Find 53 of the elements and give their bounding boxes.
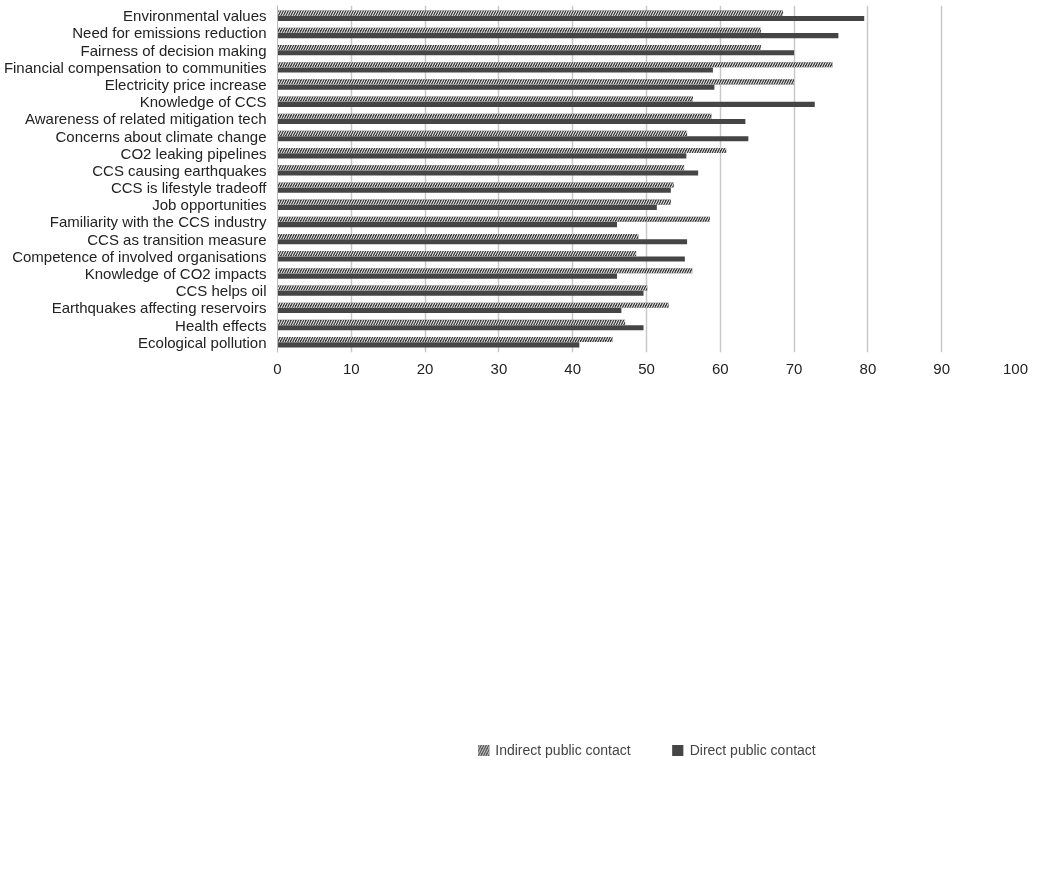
x-tick-label: 0 [273,359,282,377]
legend-label: Indirect public contact [495,742,631,758]
y-tick-label: CO2 leaking pipelines [120,144,267,162]
y-tick-label: CCS is lifestyle tradeoff [110,179,268,197]
x-tick-label: 100 [1002,359,1029,377]
y-tick-label: Familiarity with the CCS industry [49,213,267,231]
bar [277,342,580,348]
bar [277,170,699,176]
bar [277,84,715,90]
bar [277,222,617,228]
x-tick-label: 40 [564,359,582,377]
bar [277,67,713,73]
y-tick-label: Knowledge of CO2 impacts [84,264,267,282]
legend-label: Direct public contact [689,742,816,758]
y-tick-label: Knowledge of CCS [139,93,267,111]
x-tick-label: 80 [859,359,877,377]
y-tick-label: CCS as transition measure [87,230,267,248]
y-tick-label: Fairness of decision making [80,41,267,59]
y-tick-label: Need for emissions reduction [72,24,267,42]
y-tick-label: Environmental values [123,7,267,25]
y-tick-label: CCS helps oil [175,282,267,300]
y-tick-label: Earthquakes affecting reservoirs [51,299,267,317]
bar [277,307,622,314]
y-tick-label: Job opportunities [152,196,267,214]
x-tick-label: 10 [342,359,360,377]
y-tick-label: Ecological pollution [138,333,267,351]
y-tick-label: Concerns about climate change [55,127,267,145]
y-tick-label: Electricity price increase [104,76,267,94]
x-tick-label: 60 [711,359,729,377]
bar [277,325,644,331]
bar [277,119,746,125]
x-tick-label: 50 [638,359,655,377]
y-tick-label: Financial compensation to communities [3,58,267,76]
bar [277,204,657,210]
bar [277,256,685,262]
y-tick-label: CCS causing earthquakes [92,161,267,179]
bar [277,290,644,296]
bar [277,101,815,107]
y-tick-label: Competence of involved organisations [12,247,267,265]
y-tick-label: Awareness of related mitigation tech [24,110,267,128]
bar [277,50,795,56]
y-tick-label: Health effects [175,316,267,334]
bar [277,33,839,39]
bar [277,153,687,159]
bar [277,239,688,245]
x-tick-label: 70 [785,359,803,377]
bar [277,136,749,142]
x-tick-label: 90 [933,359,951,377]
x-tick-label: 30 [490,359,508,377]
bar [277,187,671,193]
x-tick-label: 20 [416,359,434,377]
bar [277,273,617,279]
bar [277,15,865,21]
